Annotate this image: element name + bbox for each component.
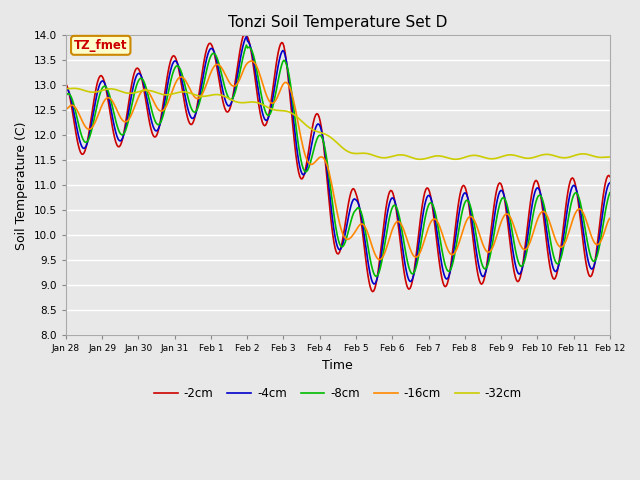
-16cm	[376, 257, 383, 263]
-32cm	[292, 114, 300, 120]
-16cm	[231, 83, 239, 89]
-8cm	[367, 262, 375, 268]
-32cm	[464, 154, 472, 159]
-16cm	[606, 216, 614, 221]
-16cm	[558, 244, 566, 250]
-32cm	[394, 152, 401, 158]
-32cm	[558, 155, 566, 160]
-8cm	[606, 190, 614, 195]
-4cm	[464, 195, 472, 201]
-8cm	[292, 127, 300, 133]
-4cm	[367, 276, 375, 282]
Line: -8cm: -8cm	[66, 45, 610, 276]
-2cm	[292, 156, 300, 162]
Line: -4cm: -4cm	[66, 36, 610, 284]
-4cm	[606, 180, 614, 186]
-32cm	[62, 86, 70, 92]
Title: Tonzi Soil Temperature Set D: Tonzi Soil Temperature Set D	[228, 15, 447, 30]
Line: -32cm: -32cm	[66, 88, 610, 159]
-2cm	[395, 225, 403, 231]
Line: -2cm: -2cm	[66, 36, 610, 291]
-4cm	[243, 34, 250, 39]
-2cm	[231, 80, 239, 86]
-4cm	[370, 281, 378, 287]
-8cm	[62, 93, 70, 99]
-2cm	[464, 196, 472, 202]
-32cm	[367, 152, 375, 157]
-2cm	[240, 33, 248, 38]
Text: TZ_fmet: TZ_fmet	[74, 39, 127, 52]
Legend: -2cm, -4cm, -8cm, -16cm, -32cm: -2cm, -4cm, -8cm, -16cm, -32cm	[149, 382, 527, 404]
-2cm	[367, 288, 375, 293]
-4cm	[62, 85, 70, 91]
-32cm	[417, 156, 424, 162]
-16cm	[367, 241, 375, 247]
-8cm	[243, 42, 250, 48]
-4cm	[231, 86, 239, 92]
-2cm	[62, 81, 70, 87]
-16cm	[247, 58, 255, 64]
-8cm	[395, 211, 403, 216]
-32cm	[70, 85, 77, 91]
-16cm	[464, 216, 472, 221]
Line: -16cm: -16cm	[66, 61, 610, 260]
-2cm	[606, 174, 614, 180]
-4cm	[292, 143, 300, 148]
-8cm	[464, 198, 472, 204]
-2cm	[558, 235, 566, 240]
-8cm	[231, 90, 239, 96]
Y-axis label: Soil Temperature (C): Soil Temperature (C)	[15, 121, 28, 250]
X-axis label: Time: Time	[323, 359, 353, 372]
-4cm	[558, 243, 566, 249]
-16cm	[395, 219, 403, 225]
-2cm	[369, 288, 376, 294]
-8cm	[558, 251, 566, 256]
-32cm	[606, 154, 614, 160]
-16cm	[292, 111, 300, 117]
-8cm	[372, 274, 380, 279]
-16cm	[62, 107, 70, 112]
-4cm	[395, 217, 403, 223]
-32cm	[232, 99, 240, 105]
